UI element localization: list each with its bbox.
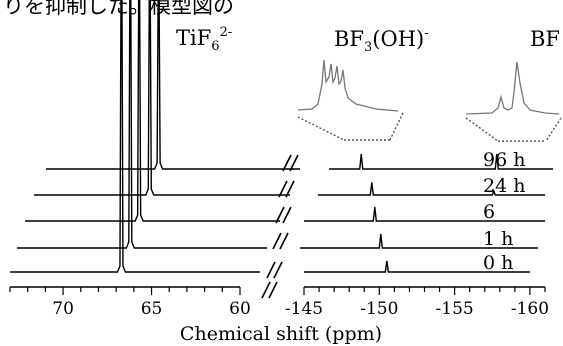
spectrum-left-segment [25, 0, 280, 222]
inset-bf3oh-trace [297, 59, 399, 112]
spectrum-right-segment [304, 206, 545, 222]
axis-break-slash [268, 281, 278, 299]
axis-break-slash [278, 180, 288, 198]
time-label: 0 h [483, 252, 513, 274]
tif6-label-subscript: 6 [211, 39, 219, 54]
spectrum-right-segment [329, 153, 553, 170]
bf3oh-label: BF3(OH)- [334, 26, 429, 55]
inset-bf4-leader-right [545, 117, 562, 142]
x-tick-label: -145 [285, 299, 323, 319]
spectrum-trace [25, 0, 545, 222]
axis-break-slash [282, 206, 292, 224]
x-tick-label: 65 [141, 299, 163, 319]
spectrum-trace [34, 0, 545, 196]
tif6-label: TiF62- [176, 25, 232, 54]
inset-bf4-leader-left [465, 117, 499, 142]
spectrum-trace [46, 0, 553, 170]
time-label: 24 h [483, 175, 525, 197]
axis-break-slash [282, 154, 292, 172]
inset-bf4-trace [465, 61, 560, 115]
inset-bf4 [465, 61, 562, 142]
x-tick-label: -150 [360, 299, 398, 319]
inset-bf3oh-leader-right [389, 112, 404, 141]
x-tick-label: 70 [52, 299, 74, 319]
spectrum-left-segment [34, 0, 290, 196]
tif6-label-base: TiF [176, 26, 211, 50]
spectrum-right-segment [304, 260, 530, 273]
bf3oh-label-subscript: 3 [364, 40, 372, 55]
axis-break-marks [261, 154, 299, 299]
time-label: 96 h [483, 149, 525, 171]
bf4-label-clipped: BF [530, 27, 560, 51]
time-label: 6 [483, 201, 495, 223]
inset-bf3oh-leader-left [297, 116, 345, 141]
spectrum-right-segment [318, 182, 545, 196]
axis-break-slash [285, 180, 295, 198]
spectrum-left-segment [46, 0, 300, 170]
x-tick-label: -160 [511, 299, 549, 319]
bf3oh-label-base: BF [334, 27, 364, 51]
x-axis-title: Chemical shift (ppm) [180, 323, 382, 345]
axis-break-slash [266, 261, 276, 279]
spectrum-right-segment [300, 233, 538, 249]
top-caption-text: りを抑制した。模型図の [3, 0, 234, 18]
bf3oh-label-superscript: - [424, 26, 428, 41]
x-tick-label: -155 [436, 299, 474, 319]
spectrum-trace [10, 0, 530, 273]
tif6-label-superscript: 2- [220, 25, 233, 40]
inset-bf3oh [297, 59, 404, 141]
time-labels: 0 h1 h 6 24 h 96 h [483, 149, 525, 274]
x-tick-label: 60 [229, 299, 251, 319]
axis-break-slash [261, 281, 271, 299]
bf3oh-label-paren: (OH) [372, 27, 424, 51]
time-label: 1 h [483, 228, 513, 250]
axis-break-slash [273, 261, 283, 279]
axis-break-slash [279, 232, 289, 250]
axis-break-slash [289, 154, 299, 172]
axis-break-slash [275, 206, 285, 224]
x-axis: 70 65 60 -145 -150 -155 -160 [9, 286, 549, 319]
spectra-stack [10, 0, 553, 273]
spectrum-trace [17, 0, 538, 249]
axis-break-slash [272, 232, 282, 250]
spectrum-left-segment [17, 0, 267, 249]
spectrum-left-segment [10, 0, 260, 273]
